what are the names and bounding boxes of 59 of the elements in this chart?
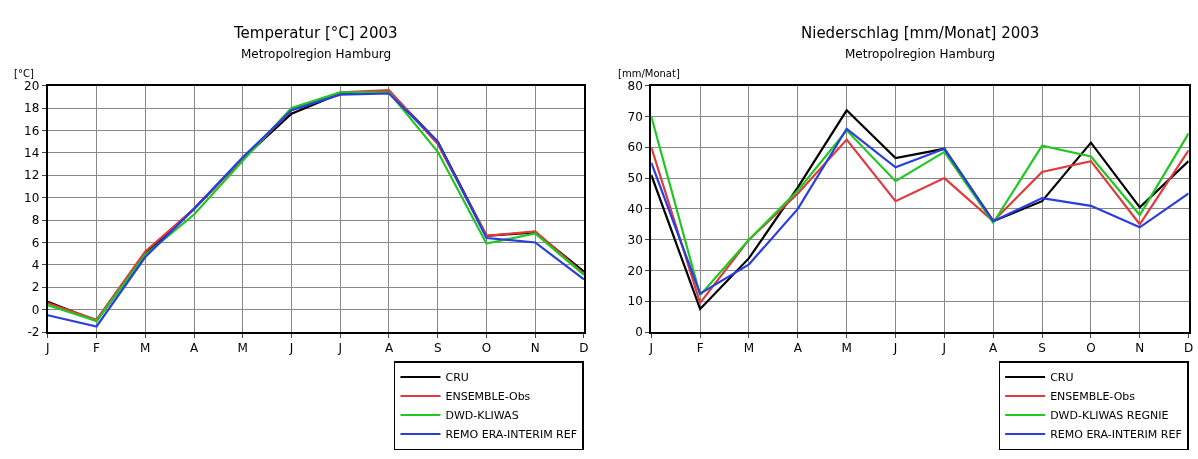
y-tick-label: 20: [627, 263, 643, 278]
x-tick-label: N: [530, 341, 540, 356]
x-tick-label: D: [579, 341, 589, 356]
legend-label: DWD-KLIWAS REGNIE: [1050, 409, 1169, 423]
legend-label: REMO ERA-INTERIM REF: [1050, 428, 1182, 442]
chart-title: Temperatur [°C] 2003: [233, 24, 398, 42]
chart-subtitle: Metropolregion Hamburg: [845, 47, 996, 61]
y-tick-label: 20: [24, 78, 40, 93]
y-tick-label: 30: [627, 232, 643, 247]
x-tick-label: O: [1086, 341, 1096, 356]
x-tick-label: A: [189, 341, 199, 356]
x-tick-label: M: [841, 341, 852, 356]
chart-title: Niederschlag [mm/Monat] 2003: [801, 24, 1040, 42]
y-tick-label: -2: [27, 325, 40, 340]
y-tick-label: 40: [627, 202, 643, 217]
y-tick-label: 16: [24, 123, 40, 138]
y-tick-label: 12: [24, 168, 40, 183]
x-tick-label: J: [337, 341, 343, 356]
x-tick-label: A: [384, 341, 394, 356]
x-tick-label: F: [696, 341, 704, 356]
y-tick-label: 60: [627, 140, 643, 155]
legend-label: CRU: [445, 371, 469, 385]
y-tick-label: 10: [24, 190, 40, 205]
x-tick-label: S: [433, 341, 442, 356]
x-tick-label: M: [140, 341, 151, 356]
y-tick-label: 0: [31, 302, 40, 317]
x-tick-label: J: [648, 341, 654, 356]
x-tick-label: M: [237, 341, 248, 356]
x-tick-label: J: [45, 341, 50, 356]
x-tick-label: J: [288, 341, 294, 356]
y-tick-label: 10: [627, 294, 643, 309]
x-tick-label: O: [481, 341, 492, 356]
legend-label: ENSEMBLE-Obs: [1050, 390, 1136, 404]
y-tick-label: 14: [24, 146, 40, 161]
y-tick-label: 8: [31, 213, 40, 228]
y-tick-label: 80: [627, 78, 643, 93]
x-tick-label: N: [1135, 341, 1145, 356]
y-tick-label: 6: [31, 235, 40, 250]
legend-label: REMO ERA-INTERIM REF: [445, 428, 578, 442]
x-tick-label: A: [989, 341, 999, 356]
y-axis-title: [mm/Monat]: [618, 68, 680, 79]
x-tick-label: J: [941, 341, 947, 356]
y-tick-label: 70: [627, 109, 643, 124]
y-tick-label: 2: [31, 280, 40, 295]
y-tick-label: 0: [635, 325, 643, 340]
y-tick-label: 50: [627, 171, 643, 186]
x-tick-label: D: [1184, 341, 1194, 356]
y-tick-label: 4: [31, 258, 40, 273]
x-tick-label: A: [793, 341, 803, 356]
chart-subtitle: Metropolregion Hamburg: [241, 47, 392, 61]
y-axis-title: [°C]: [14, 68, 34, 79]
x-tick-label: J: [892, 341, 898, 356]
legend-label: CRU: [1050, 371, 1074, 385]
x-tick-label: S: [1038, 341, 1046, 356]
y-tick-label: 18: [24, 101, 40, 116]
x-tick-label: F: [93, 341, 101, 356]
x-tick-label: M: [743, 341, 755, 356]
legend-label: ENSEMBLE-Obs: [445, 390, 531, 404]
legend-label: DWD-KLIWAS: [445, 409, 519, 423]
